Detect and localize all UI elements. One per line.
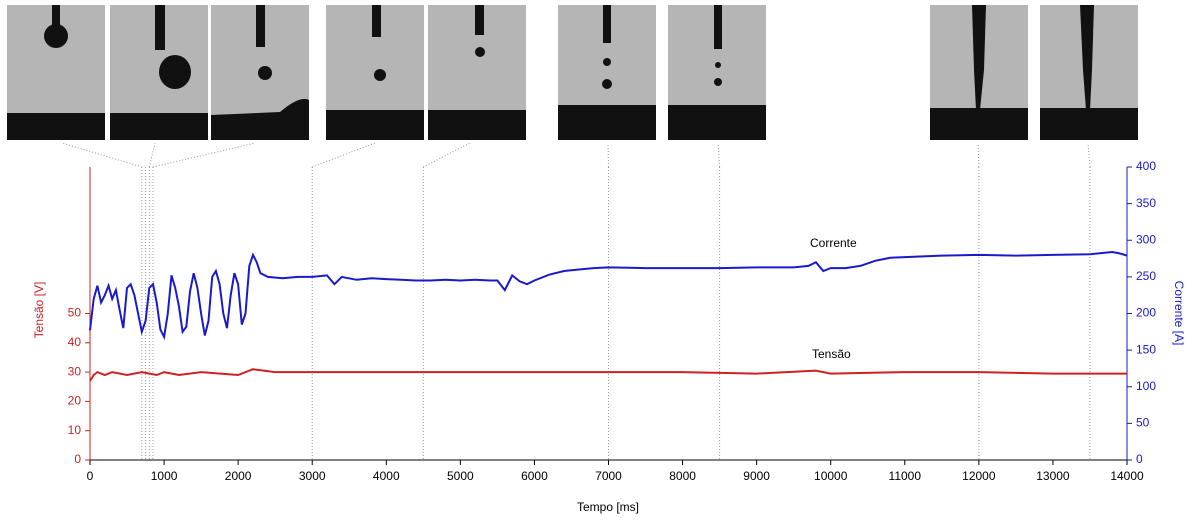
y-tick-label: 50 (68, 306, 82, 320)
y2-tick-label: 150 (1136, 342, 1156, 356)
x-tick-label: 10000 (814, 469, 848, 483)
x-tick-label: 8000 (669, 469, 696, 483)
y2-tick-label: 250 (1136, 269, 1156, 283)
photos (7, 5, 1138, 140)
photo (558, 5, 656, 140)
x-tick-label: 0 (87, 469, 94, 483)
photo (1040, 5, 1138, 140)
connector (312, 142, 376, 168)
x-tick-label: 5000 (447, 469, 474, 483)
photo (110, 5, 208, 140)
series-line (89, 250, 1128, 341)
y2-tick-label: 100 (1136, 379, 1156, 393)
y-tick-label: 30 (68, 364, 82, 378)
connector (423, 142, 471, 168)
y2-tick-label: 350 (1136, 196, 1156, 210)
x-tick-label: 2000 (225, 469, 252, 483)
series-line (89, 368, 1127, 382)
connector (152, 142, 256, 168)
y-tick-label: 0 (74, 452, 81, 466)
x-tick-label: 9000 (743, 469, 770, 483)
x-tick-label: 12000 (962, 469, 996, 483)
connector (717, 142, 721, 168)
photo (428, 5, 526, 140)
connector (61, 142, 142, 168)
y-tick-label: 40 (68, 335, 82, 349)
photo (7, 5, 105, 140)
photo (930, 5, 1028, 140)
y2-tick-label: 50 (1136, 416, 1150, 430)
y-tick-label: 20 (68, 394, 82, 408)
y2-tick-label: 200 (1136, 306, 1156, 320)
y2-axis-title: Corrente [A] (1172, 281, 1186, 346)
series-label: Tensão (812, 347, 851, 361)
x-tick-label: 4000 (373, 469, 400, 483)
y-tick-label: 10 (68, 423, 82, 437)
y2-tick-label: 0 (1136, 452, 1143, 466)
connector (148, 142, 156, 168)
x-tick-label: 11000 (889, 469, 922, 483)
x-tick-label: 7000 (595, 469, 622, 483)
series-label: Corrente (810, 236, 857, 250)
x-tick-label: 1000 (151, 469, 178, 483)
x-tick-label: 14000 (1110, 469, 1144, 483)
y-axis-title: Tensão [V] (32, 282, 46, 339)
x-axis-title: Tempo [ms] (577, 500, 639, 514)
connector (1087, 142, 1091, 168)
y2-tick-label: 400 (1136, 159, 1156, 173)
y2-tick-label: 300 (1136, 232, 1156, 246)
x-tick-label: 13000 (1036, 469, 1070, 483)
photo (326, 5, 424, 140)
x-tick-label: 3000 (299, 469, 326, 483)
photo (668, 5, 766, 140)
photo (211, 5, 309, 140)
x-tick-label: 6000 (521, 469, 548, 483)
connector (977, 142, 980, 168)
connector (607, 142, 609, 168)
